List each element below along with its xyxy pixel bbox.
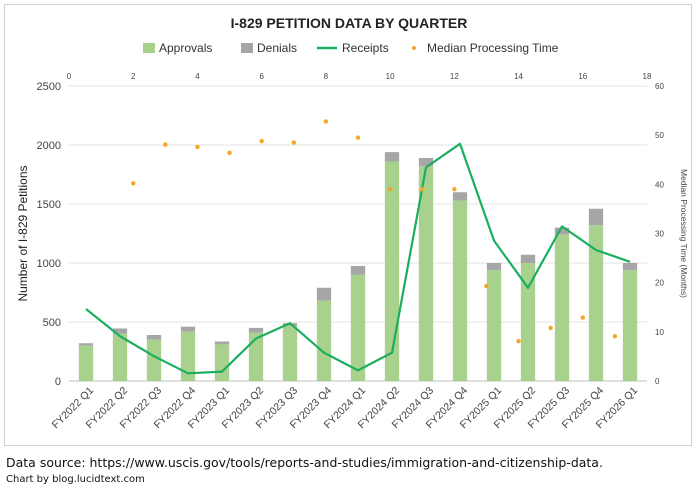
bar-denials-5 [248,327,264,333]
bar-denials-13 [520,254,536,263]
chart-credit: Chart by blog.lucidtext.com [6,474,145,485]
data-source-note: Data source: https://www.uscis.gov/tools… [6,455,603,470]
bar-approvals-4 [214,344,230,381]
bar-approvals-13 [520,263,536,381]
bar-approvals-1 [112,333,128,381]
bar-denials-16 [622,263,638,271]
y2-tick-label-10: 10 [655,328,664,337]
legend-label-2: Receipts [342,41,389,55]
bar-denials-4 [214,341,230,345]
median-time-point-15 [612,334,618,339]
median-time-point-14 [580,315,585,320]
y2-tick-label-40: 40 [655,180,664,189]
legend-label-0: Approvals [159,41,212,55]
x2-tick-label-14: 14 [514,72,523,81]
y2-tick-label-50: 50 [655,131,664,140]
bar-approvals-10 [418,166,434,381]
x2-tick-label-2: 2 [131,72,136,81]
y-tick-label-500: 500 [43,317,61,329]
x2-tick-label-0: 0 [67,72,72,81]
bar-denials-7 [316,287,332,301]
y2-tick-label-20: 20 [655,279,664,288]
legend-swatch-1 [241,43,253,53]
y2-tick-label-60: 60 [655,82,664,91]
median-time-point-4 [259,138,264,144]
y2-tick-label-30: 30 [655,230,664,239]
bar-denials-14 [554,227,570,235]
median-time-point-2 [195,144,200,150]
median-time-point-6 [323,119,329,124]
bar-approvals-16 [622,270,638,381]
bar-approvals-3 [180,331,196,381]
legend-label-1: Denials [257,41,297,55]
bar-denials-3 [180,326,196,332]
bar-denials-11 [452,192,468,201]
bar-approvals-12 [486,270,502,381]
median-time-point-13 [548,325,553,331]
y-tick-label-1000: 1000 [37,258,61,270]
y-tick-label-2500: 2500 [37,81,61,93]
bar-denials-9 [384,152,400,162]
chart-title: I-829 PETITION DATA BY QUARTER [231,15,468,31]
median-time-point-0 [131,181,136,186]
median-time-point-8 [387,187,393,192]
y-tick-label-1500: 1500 [37,199,61,211]
bar-denials-12 [486,263,502,271]
bar-approvals-11 [452,200,468,381]
x2-tick-label-12: 12 [450,72,459,81]
x2-tick-label-8: 8 [324,72,329,81]
x2-tick-label-18: 18 [643,72,652,81]
receipts-line [85,142,631,375]
bar-approvals-6 [282,325,298,381]
bar-denials-10 [418,157,434,167]
y-tick-label-2000: 2000 [37,140,61,152]
bar-approvals-2 [146,339,162,381]
bar-approvals-15 [588,225,604,381]
bar-approvals-7 [316,300,332,381]
y2-axis-title: Median Processing Time (Months) [679,169,689,298]
median-time-point-5 [291,140,296,145]
x2-tick-label-4: 4 [195,72,200,81]
bar-denials-15 [588,208,604,226]
bar-denials-1 [112,328,128,334]
bar-denials-8 [350,265,366,275]
median-time-point-3 [227,150,232,156]
bar-approvals-9 [384,161,400,381]
bar-approvals-14 [554,234,570,381]
bar-approvals-0 [78,345,94,381]
chart-frame: I-829 PETITION DATA BY QUARTER Approvals D… [4,4,692,446]
bar-approvals-8 [350,274,366,381]
median-time-point-1 [163,142,168,147]
chart-svg: I-829 PETITION DATA BY QUARTER Approvals D… [16,15,689,431]
median-time-point-11 [484,283,489,289]
median-time-point-12 [516,338,521,344]
y-tick-label-0: 0 [55,376,61,388]
x2-tick-label-10: 10 [386,72,395,81]
median-time-point-9 [420,187,425,192]
legend-label-3: Median Processing Time [427,41,559,55]
bar-denials-2 [146,334,162,340]
bar-approvals-5 [248,332,264,381]
legend-swatch-0 [143,43,155,53]
median-time-point-7 [355,135,361,140]
legend-swatch-3 [412,46,416,50]
x2-tick-label-16: 16 [578,72,587,81]
x2-tick-label-6: 6 [259,72,264,81]
bar-denials-0 [78,343,94,346]
y-axis-title: Number of I-829 Petitions [16,165,30,301]
median-time-point-10 [452,187,457,192]
y2-tick-label-0: 0 [655,377,660,386]
